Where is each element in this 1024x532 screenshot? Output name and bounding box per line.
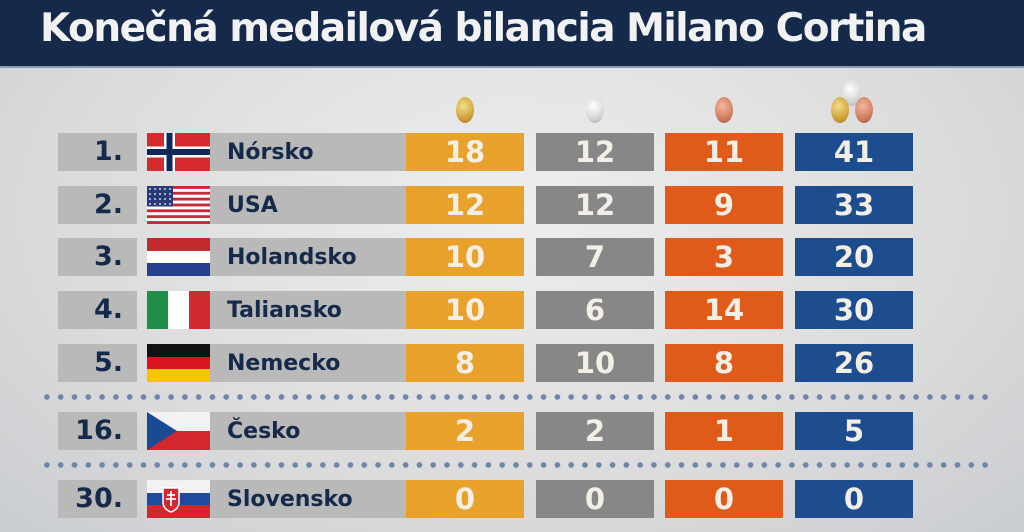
silver-medal-icon [586,97,604,123]
rank: 1. [58,133,137,171]
rank: 3. [58,238,137,276]
country-name: Slovensko [210,480,406,518]
gold-count: 2 [406,412,524,450]
divider-dotted [40,394,990,400]
flag-czechia-icon [147,412,210,450]
country-name: Nemecko [210,344,406,382]
silver-count: 6 [536,291,654,329]
flag-germany-icon [147,344,210,382]
flag-italy-icon [147,291,210,329]
silver-count: 0 [536,480,654,518]
bronze-count: 9 [665,186,783,224]
bronze-count: 3 [665,238,783,276]
table-row: 1. Nórsko 18 12 11 41 [58,133,914,171]
total-count: 41 [795,133,913,171]
total-count: 30 [795,291,913,329]
bronze-count: 0 [665,480,783,518]
rank: 4. [58,291,137,329]
gold-count: 18 [406,133,524,171]
header: Konečná medailová bilancia Milano Cortin… [0,0,1024,68]
table-row: 2. USA 12 12 9 33 [58,186,914,224]
silver-count: 7 [536,238,654,276]
country-name: Česko [210,412,406,450]
total-count: 33 [795,186,913,224]
country-name: USA [210,186,406,224]
table-row: 4. Taliansko 10 6 14 30 [58,291,914,329]
divider-dotted [40,462,990,468]
rank: 30. [58,480,137,518]
rank: 2. [58,186,137,224]
total-count: 20 [795,238,913,276]
bronze-count: 11 [665,133,783,171]
rank: 5. [58,344,137,382]
total-count: 0 [795,480,913,518]
silver-count: 10 [536,344,654,382]
gold-count: 12 [406,186,524,224]
gold-count: 10 [406,238,524,276]
silver-count: 2 [536,412,654,450]
flag-norway-icon [147,133,210,171]
table-row: 16. Česko 2 2 1 5 [58,412,914,450]
gold-count: 10 [406,291,524,329]
country-name: Holandsko [210,238,406,276]
page-title: Konečná medailová bilancia Milano Cortin… [40,6,927,51]
bronze-count: 1 [665,412,783,450]
flag-usa-icon [147,186,210,224]
bronze-medal-icon [715,97,733,123]
table-row: 30. Slovensko 0 0 0 0 [58,480,914,518]
flag-slovakia-icon [147,480,210,518]
rank: 16. [58,412,137,450]
bronze-count: 14 [665,291,783,329]
country-name: Taliansko [210,291,406,329]
silver-count: 12 [536,133,654,171]
bronze-count: 8 [665,344,783,382]
gold-count: 8 [406,344,524,382]
gold-medal-icon [456,97,474,123]
flag-netherlands-icon [147,238,210,276]
total-count: 5 [795,412,913,450]
silver-count: 12 [536,186,654,224]
table-row: 3. Holandsko 10 7 3 20 [58,238,914,276]
gold-count: 0 [406,480,524,518]
total-count: 26 [795,344,913,382]
table-row: 5. Nemecko 8 10 8 26 [58,344,914,382]
country-name: Nórsko [210,133,406,171]
